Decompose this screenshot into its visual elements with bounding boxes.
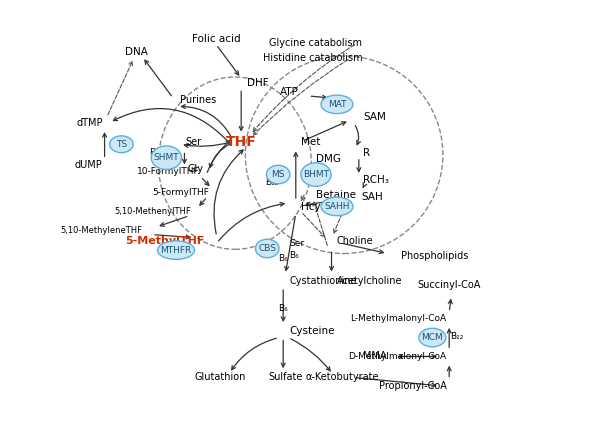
- Text: B₁₂: B₁₂: [451, 332, 464, 341]
- Text: dTMP: dTMP: [76, 118, 103, 128]
- Text: MAT: MAT: [328, 100, 346, 109]
- Text: Ser: Ser: [289, 238, 305, 247]
- Text: 5-FormylTHF: 5-FormylTHF: [152, 188, 209, 197]
- Text: MTHFR: MTHFR: [160, 246, 191, 255]
- Text: Gly: Gly: [187, 164, 203, 174]
- Text: MS: MS: [271, 170, 285, 179]
- Text: Sulfate: Sulfate: [268, 373, 302, 382]
- Text: Choline: Choline: [337, 236, 373, 246]
- Text: B₆: B₆: [149, 148, 159, 157]
- Text: Histidine catabolism: Histidine catabolism: [263, 53, 362, 63]
- Ellipse shape: [266, 165, 290, 184]
- Text: Betaine: Betaine: [316, 190, 356, 200]
- Ellipse shape: [158, 241, 194, 259]
- Text: Phospholipids: Phospholipids: [401, 250, 468, 261]
- Text: SHMT: SHMT: [154, 153, 179, 162]
- Text: Propionyl-CoA: Propionyl-CoA: [379, 381, 447, 391]
- Ellipse shape: [110, 136, 133, 153]
- Text: TS: TS: [116, 140, 127, 149]
- Text: 5,10-MethyleneTHF: 5,10-MethyleneTHF: [61, 226, 142, 235]
- Text: SAHH: SAHH: [324, 202, 350, 211]
- Text: Cystathionine: Cystathionine: [289, 276, 357, 286]
- Text: BHMT: BHMT: [303, 170, 329, 179]
- Text: MMA: MMA: [362, 352, 386, 361]
- Text: dUMP: dUMP: [75, 160, 103, 170]
- Ellipse shape: [301, 163, 331, 186]
- Text: α-Ketobutyrate: α-Ketobutyrate: [305, 373, 379, 382]
- Text: Succinyl-CoA: Succinyl-CoA: [418, 280, 481, 290]
- Text: 5-MethylTHF: 5-MethylTHF: [125, 236, 204, 246]
- Text: D-Methylmalonyl-CoA: D-Methylmalonyl-CoA: [347, 352, 446, 361]
- Ellipse shape: [321, 197, 353, 216]
- Text: Met: Met: [301, 137, 320, 147]
- Ellipse shape: [321, 95, 353, 114]
- Text: Glutathion: Glutathion: [194, 373, 246, 382]
- Text: 5,10-MethenylTHF: 5,10-MethenylTHF: [114, 207, 191, 216]
- Text: DHF: DHF: [247, 78, 269, 88]
- Ellipse shape: [419, 328, 446, 347]
- Text: Glycine catabolism: Glycine catabolism: [269, 39, 362, 48]
- Text: B₆: B₆: [278, 305, 288, 313]
- Text: SAM: SAM: [364, 112, 387, 122]
- Text: MCM: MCM: [421, 333, 443, 342]
- Text: Ser: Ser: [186, 137, 202, 147]
- Text: ATP: ATP: [280, 87, 299, 97]
- Ellipse shape: [151, 146, 182, 170]
- Text: RCH₃: RCH₃: [363, 175, 389, 185]
- Ellipse shape: [256, 239, 279, 258]
- Text: B₆: B₆: [278, 254, 288, 263]
- Text: L-Methylmalonyl-CoA: L-Methylmalonyl-CoA: [350, 314, 446, 323]
- Text: Folic acid: Folic acid: [191, 34, 240, 44]
- Text: DNA: DNA: [125, 47, 148, 57]
- Text: Acetylcholine: Acetylcholine: [337, 276, 402, 286]
- Text: 10-FormylTHF: 10-FormylTHF: [137, 167, 199, 176]
- Text: SAH: SAH: [362, 192, 383, 202]
- Text: Cysteine: Cysteine: [289, 326, 335, 336]
- Text: B₁₂: B₁₂: [265, 178, 278, 187]
- Text: Purines: Purines: [180, 95, 217, 105]
- Text: Hcy: Hcy: [301, 202, 320, 212]
- Text: R: R: [363, 148, 370, 158]
- Text: CBS: CBS: [258, 244, 276, 253]
- Text: DMG: DMG: [316, 154, 341, 164]
- Text: THF: THF: [226, 135, 257, 149]
- Text: B₆: B₆: [289, 251, 299, 260]
